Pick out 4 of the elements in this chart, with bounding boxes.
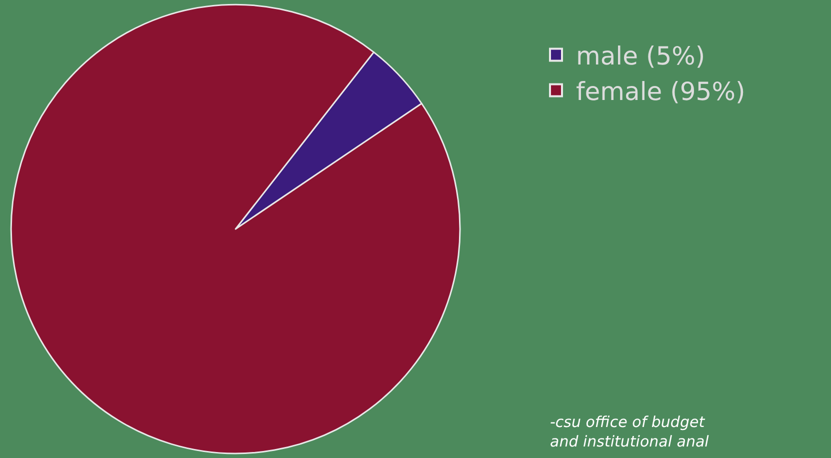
pie-slice xyxy=(10,4,460,454)
legend-label: male (5%) xyxy=(576,42,706,71)
legend-label: female (95%) xyxy=(576,77,746,106)
text: -csu office of budget and institutional anal xyxy=(550,413,710,450)
